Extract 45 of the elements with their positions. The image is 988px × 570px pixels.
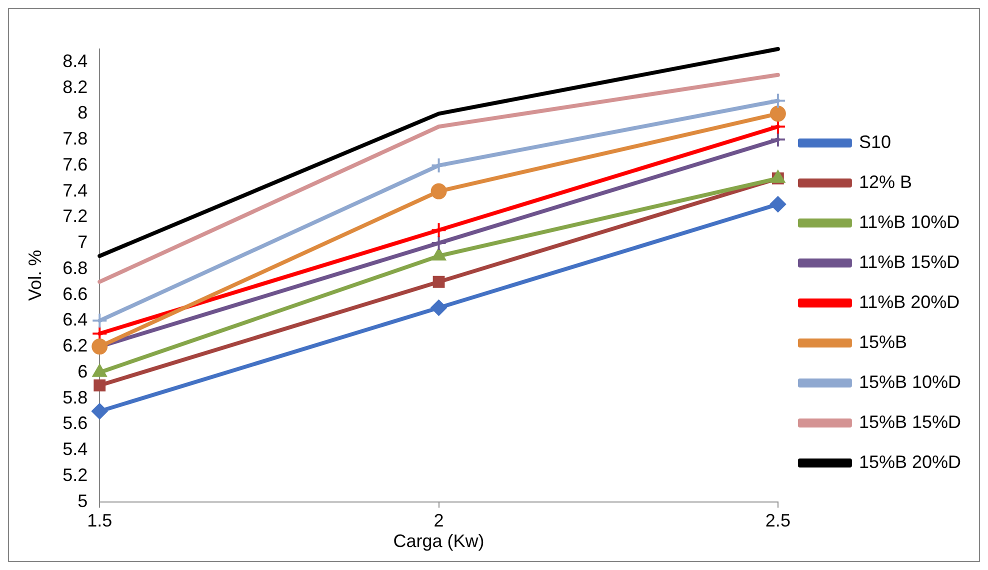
legend-label: 12% B (858, 172, 912, 192)
y-tick-label: 6.2 (62, 336, 88, 356)
y-tick-label: 7.6 (62, 154, 88, 174)
y-tick-label: 7 (78, 232, 88, 252)
point (430, 235, 447, 252)
point (430, 157, 447, 174)
legend-label: 11%B 20%D (858, 292, 960, 312)
y-tick-label: 5.2 (62, 464, 88, 485)
y-tick-label: 5.6 (62, 413, 88, 434)
y-tick-label: 6 (78, 361, 88, 382)
x-tick-label: 2.5 (765, 510, 790, 531)
y-tick-label: 8.4 (62, 50, 88, 71)
point (770, 196, 786, 212)
point (430, 300, 447, 316)
y-tick-label: 8.2 (62, 76, 88, 97)
point (430, 222, 447, 238)
y-tick-label: 6.6 (62, 284, 88, 304)
y-tick-label: 6.8 (62, 258, 88, 278)
legend-label: 15%B (858, 332, 907, 352)
legend-label: S10 (858, 132, 891, 152)
point (92, 403, 108, 420)
legend-label: 15%B 10%D (858, 372, 962, 392)
y-axis-title: Vol. % (24, 250, 45, 301)
y-tick-label: 5.8 (62, 387, 88, 408)
y-tick-label: 5 (78, 490, 88, 511)
point (432, 276, 445, 288)
y-tick-label: 6.4 (62, 310, 88, 330)
point (94, 379, 106, 392)
legend-label: 15%B 20%D (858, 452, 962, 472)
y-tick-label: 5.4 (62, 439, 88, 460)
y-tick-label: 7.2 (62, 206, 88, 226)
legend-label: 15%B 15%D (858, 412, 962, 432)
point (770, 92, 786, 109)
point (430, 183, 447, 200)
point (92, 312, 108, 329)
legend-label: 11%B 10%D (858, 212, 960, 232)
x-axis-title: Carga (Kw) (393, 531, 484, 552)
point (770, 106, 786, 122)
point (770, 132, 786, 148)
legend-label: 11%B 15%D (858, 252, 960, 272)
y-tick-label: 7.4 (62, 180, 88, 200)
y-tick-label: 7.8 (62, 128, 88, 149)
x-tick-label: 2 (434, 510, 444, 531)
y-tick-label: 8 (78, 102, 88, 123)
x-tick-label: 1.5 (87, 510, 112, 531)
